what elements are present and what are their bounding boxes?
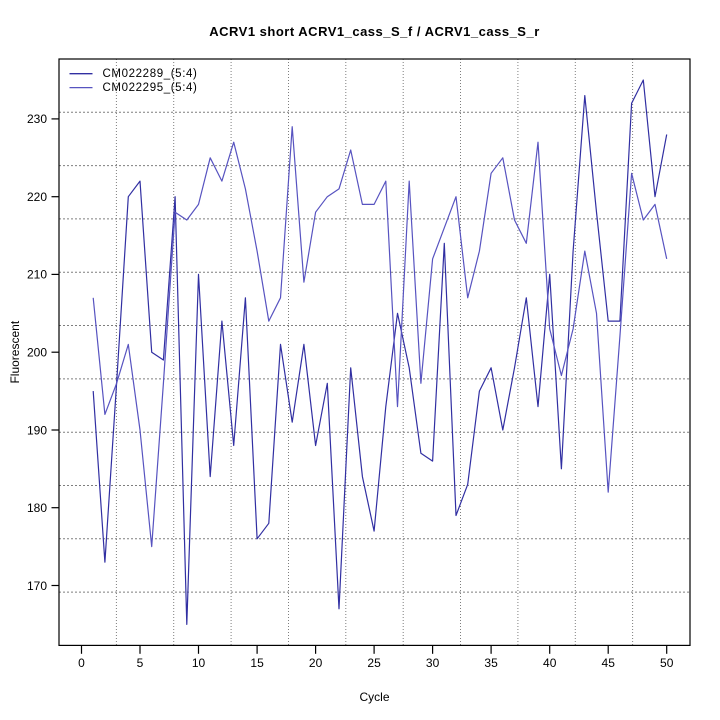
svg-text:5: 5 <box>137 656 144 670</box>
svg-text:50: 50 <box>660 656 674 670</box>
svg-text:15: 15 <box>250 656 264 670</box>
svg-text:Cycle: Cycle <box>359 690 389 704</box>
svg-text:180: 180 <box>27 501 47 515</box>
svg-text:30: 30 <box>426 656 440 670</box>
svg-text:210: 210 <box>27 268 47 282</box>
svg-text:170: 170 <box>27 579 47 593</box>
svg-text:CM022295_(5:4): CM022295_(5:4) <box>103 82 198 94</box>
svg-text:45: 45 <box>602 656 616 670</box>
svg-text:190: 190 <box>27 423 47 437</box>
svg-text:Fluorescent: Fluorescent <box>8 320 22 383</box>
svg-text:35: 35 <box>484 656 498 670</box>
svg-text:0: 0 <box>78 656 85 670</box>
svg-text:200: 200 <box>27 346 47 360</box>
svg-text:25: 25 <box>367 656 381 670</box>
svg-text:220: 220 <box>27 190 47 204</box>
svg-text:ACRV1 short ACRV1_cass_S_f / A: ACRV1 short ACRV1_cass_S_f / ACRV1_cass_… <box>209 24 540 39</box>
svg-text:20: 20 <box>309 656 323 670</box>
svg-text:CM022289_(5:4): CM022289_(5:4) <box>103 68 198 80</box>
svg-text:10: 10 <box>192 656 206 670</box>
svg-text:230: 230 <box>27 112 47 126</box>
svg-text:40: 40 <box>543 656 557 670</box>
